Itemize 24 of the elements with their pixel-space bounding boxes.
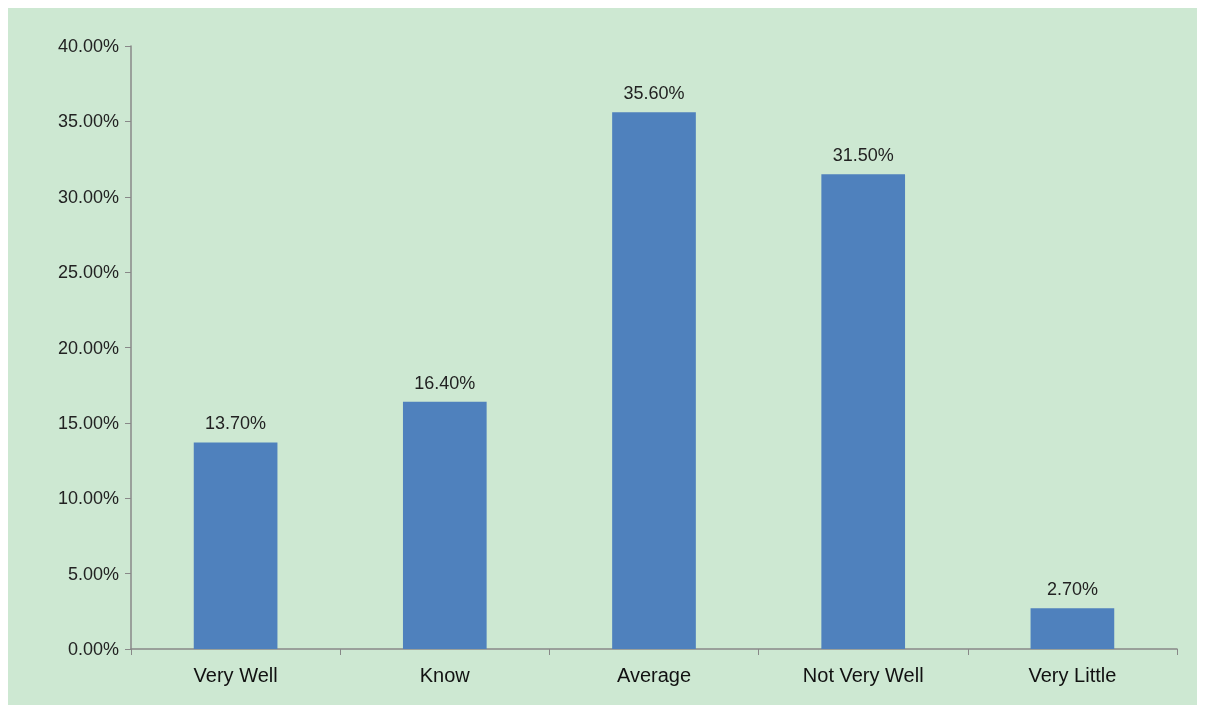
bar [1030, 608, 1115, 649]
x-tick-label: Very Little [1028, 664, 1117, 686]
x-tick-label: Very Well [193, 664, 278, 686]
y-tick-label: 20.00% [57, 337, 119, 358]
y-tick-label: 0.00% [67, 639, 119, 659]
x-tick-label: Average [616, 664, 692, 686]
y-tick-label: 35.00% [57, 111, 119, 132]
data-label: 13.70% [205, 413, 267, 434]
bar [193, 442, 278, 649]
y-tick-label: 10.00% [57, 488, 119, 509]
data-label: 31.50% [832, 145, 894, 166]
y-tick-label: 25.00% [57, 262, 119, 283]
y-tick-label: 40.00% [57, 36, 119, 56]
data-label: 2.70% [1046, 579, 1098, 600]
x-tick-label: Know [419, 664, 471, 686]
y-tick-label: 5.00% [67, 563, 119, 584]
y-tick-label: 15.00% [57, 412, 119, 433]
bar [402, 401, 487, 649]
data-label: 35.60% [623, 83, 685, 104]
bar [821, 174, 906, 649]
y-tick-label: 30.00% [57, 186, 119, 207]
bar [612, 112, 696, 649]
data-label: 16.40% [414, 372, 476, 393]
x-tick-label: Not Very Well [802, 664, 924, 686]
